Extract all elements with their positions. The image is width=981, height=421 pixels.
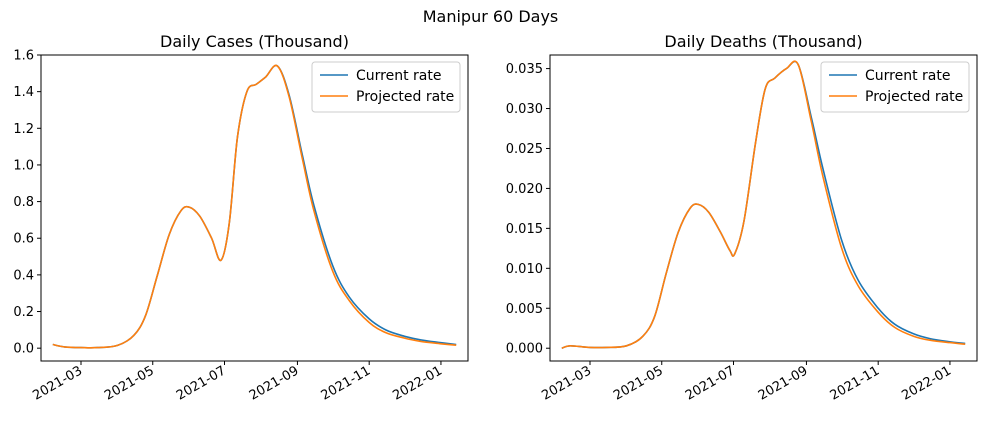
deaths-x-tick-label: 2021-07 [683, 363, 738, 403]
deaths-x-tick-label: 2022-01 [899, 363, 954, 403]
cases-x-tick-label: 2021-03 [30, 363, 85, 403]
cases-x-tick-label: 2021-09 [247, 363, 302, 403]
cases-axes-frame [40, 54, 469, 362]
cases-y-tick-label: 0.6 [13, 232, 34, 247]
cases-y-tick-label: 0.0 [13, 342, 34, 357]
cases-y-tick-label: 1.4 [13, 85, 34, 100]
deaths-x-tick-label: 2021-03 [539, 363, 594, 403]
cases-x-tick-label: 2021-07 [174, 363, 229, 403]
deaths-y-tick-label: 0.030 [506, 102, 543, 117]
cases-y-tick-label: 1.0 [13, 158, 34, 173]
cases-chart-panel: Daily Cases (Thousand) 0.0 0.2 0.4 0.6 0.8 1.0… [13, 32, 469, 404]
cases-legend-box [311, 61, 461, 113]
deaths-y-tick-label: 0.010 [506, 262, 543, 277]
cases-legend-label-projected: Projected rate [356, 89, 454, 105]
cases-x-tick-label: 2022-01 [390, 363, 445, 403]
deaths-y-tick-label: 0.000 [506, 342, 543, 357]
cases-y-tick-label: 1.6 [13, 49, 34, 64]
deaths-axes-frame [549, 54, 978, 362]
cases-x-tick-label: 2021-05 [102, 363, 157, 403]
cases-series-line-projected [52, 64, 457, 349]
deaths-legend-label-current: Current rate [865, 68, 950, 84]
deaths-y-tick-label: 0.015 [506, 222, 543, 237]
deaths-y-tick-label: 0.025 [506, 142, 543, 157]
cases-y-tick-label: 0.4 [13, 268, 34, 283]
deaths-x-tick-label: 2021-11 [828, 363, 883, 403]
deaths-y-tick-label: 0.020 [506, 182, 543, 197]
cases-y-tick-label: 0.2 [13, 305, 34, 320]
cases-legend-label-current: Current rate [356, 68, 441, 84]
deaths-y-tick-label: 0.035 [506, 62, 543, 77]
deaths-chart-title: Daily Deaths (Thousand) [664, 32, 862, 51]
deaths-series-line-projected [561, 60, 966, 349]
cases-y-tick-label: 0.8 [13, 195, 34, 210]
figure-title: Manipur 60 Days [422, 7, 559, 26]
deaths-legend-label-projected: Projected rate [865, 89, 963, 105]
cases-y-tick-label: 1.2 [13, 122, 34, 137]
deaths-chart-panel: Daily Deaths (Thousand) 0.000 0.005 0.010 0.… [506, 32, 978, 404]
deaths-legend-box [820, 61, 970, 113]
deaths-x-tick-label: 2021-05 [611, 363, 666, 403]
cases-x-tick-label: 2021-11 [319, 363, 374, 403]
cases-chart-title: Daily Cases (Thousand) [160, 32, 349, 51]
deaths-y-tick-label: 0.005 [506, 302, 543, 317]
deaths-x-tick-label: 2021-09 [756, 363, 811, 403]
